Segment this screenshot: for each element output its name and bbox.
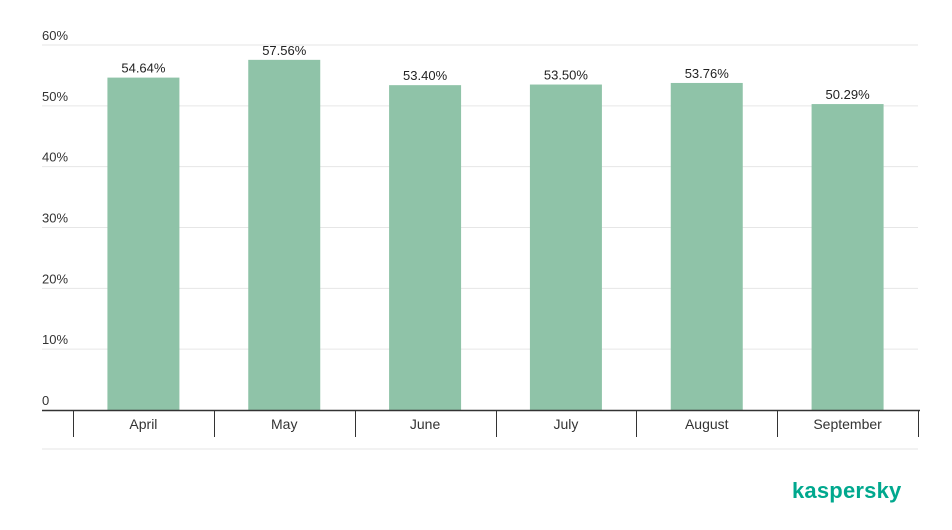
y-tick-label: 60% — [42, 28, 68, 43]
x-axis — [42, 409, 920, 437]
kaspersky-logo: kaspersky — [792, 478, 902, 503]
data-label: 50.29% — [826, 87, 871, 102]
data-label: 53.76% — [685, 66, 730, 81]
x-tick-label: April — [129, 416, 157, 432]
data-label: 53.50% — [544, 68, 589, 83]
y-tick-label: 50% — [42, 89, 68, 104]
bar-july — [529, 84, 602, 411]
y-tick-label: 40% — [42, 150, 68, 165]
y-tick-label: 30% — [42, 211, 68, 226]
data-label: 57.56% — [262, 43, 307, 58]
grid-lines — [42, 44, 918, 450]
x-tick-label: August — [685, 416, 729, 432]
x-tick-label: June — [410, 416, 441, 432]
x-axis-tick-labels: April May June July August September — [129, 416, 882, 432]
bar-june — [389, 85, 462, 411]
x-tick-label: July — [553, 416, 578, 432]
x-tick-label: May — [271, 416, 297, 432]
bar-may — [248, 59, 321, 411]
data-label: 53.40% — [403, 68, 448, 83]
data-labels: 54.64% 57.56% 53.40% 53.50% 53.76% 50.29% — [121, 43, 870, 102]
bar-august — [670, 82, 743, 411]
bars — [107, 59, 884, 411]
y-tick-label: 10% — [42, 332, 68, 347]
y-tick-label: 20% — [42, 271, 68, 286]
bar-september — [811, 104, 884, 411]
x-tick-label: September — [813, 416, 882, 432]
y-tick-label: 0 — [42, 393, 49, 408]
data-label: 54.64% — [121, 61, 166, 76]
bar-april — [107, 77, 180, 411]
y-axis-tick-labels: 0 10% 20% 30% 40% 50% 60% — [42, 28, 68, 408]
